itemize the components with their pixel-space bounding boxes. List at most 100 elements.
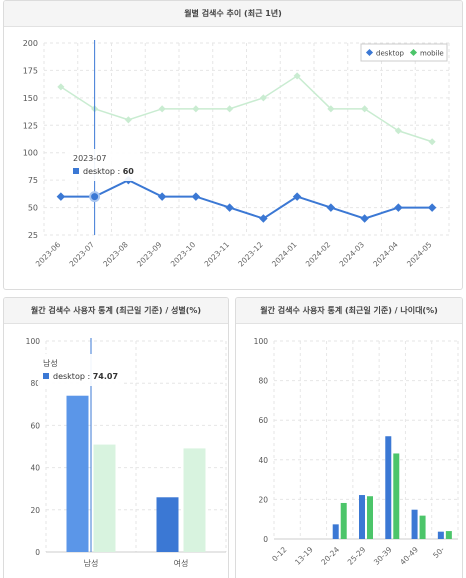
bar-mobile [445, 531, 452, 539]
x-tick-label: 0-12 [270, 545, 289, 564]
data-point-mobile [428, 138, 436, 146]
data-point-desktop [157, 192, 167, 201]
data-point-desktop [360, 214, 369, 223]
legend-label-desktop: desktop [376, 50, 404, 58]
bar-desktop [437, 531, 444, 539]
y-tick-label: 40 [258, 456, 268, 465]
data-point-desktop [191, 192, 201, 201]
age-stats-title: 월간 검색수 사용자 통계 (최근일 기준) / 나이대(%) [236, 298, 462, 324]
legend-marker-desktop [365, 48, 374, 57]
data-point-mobile [158, 105, 166, 113]
x-tick-label: 2024-02 [304, 240, 333, 269]
monthly-trend-panel: 월별 검색수 추이 (최근 1년) 25 50 75 100 125 150 175 200 2… [3, 0, 463, 290]
bar-mobile [340, 502, 347, 539]
series-line-mobile [60, 74, 433, 143]
gender-stats-panel: 월간 검색수 사용자 통계 (최근일 기준) / 성별(%) 0 20 40 60 80… [3, 297, 229, 578]
tooltip-series: desktop [83, 167, 115, 176]
data-point-desktop [427, 203, 437, 212]
y-tick-label: 100 [26, 337, 41, 346]
bar-desktop [411, 509, 418, 539]
x-tick-label: 2023-08 [101, 240, 130, 269]
y-tick-label: 25 [28, 231, 38, 240]
tooltip-value: 60 [122, 167, 134, 176]
bar-desktop [332, 524, 339, 539]
y-tick-label: 0 [35, 548, 40, 557]
bar-desktop [385, 436, 392, 539]
data-point-mobile [327, 105, 335, 113]
data-point-mobile [192, 105, 200, 113]
data-point-desktop [259, 214, 268, 223]
x-tick-label: 2023-07 [68, 240, 97, 269]
data-point-desktop [56, 192, 66, 201]
y-tick-label: 150 [23, 94, 38, 103]
y-tick-label: 80 [258, 377, 268, 386]
gender-tooltip: 남성 desktop : 74.07 [38, 354, 124, 386]
data-point-desktop [292, 192, 302, 201]
tooltip-series: desktop [53, 372, 85, 381]
legend-marker-mobile [409, 48, 418, 57]
data-point-mobile [361, 105, 369, 113]
legend-box [360, 43, 448, 62]
age-stats-panel: 월간 검색수 사용자 통계 (최근일 기준) / 나이대(%) 0 20 40 60 8… [235, 297, 463, 578]
bar-desktop [156, 497, 179, 552]
x-tick-label: 25-29 [346, 545, 368, 567]
x-tick-label: 20-24 [319, 545, 341, 567]
data-point-desktop [326, 203, 336, 212]
tooltip-value: 74.07 [92, 372, 119, 381]
x-tick-label: 30-39 [372, 545, 394, 567]
tooltip-row: desktop : 74.07 [43, 370, 118, 383]
y-tick-label: 20 [30, 506, 40, 515]
y-tick-label: 125 [23, 121, 38, 130]
x-tick-label: 2024-01 [270, 240, 299, 269]
x-tick-label: 50- [431, 545, 446, 560]
bar-mobile [93, 444, 116, 552]
line-tooltip: 2023-07 desktop : 60 [68, 149, 139, 181]
series-line-desktop [60, 179, 433, 220]
data-point-desktop [225, 203, 234, 212]
legend-label-mobile: mobile [420, 50, 444, 58]
tooltip-row: desktop : 60 [73, 165, 134, 178]
x-tick-label: 2023-06 [34, 240, 63, 269]
x-tick-label: 2023-10 [169, 240, 198, 269]
y-tick-label: 60 [258, 416, 268, 425]
y-tick-label: 100 [23, 149, 38, 158]
gender-bar-chart[interactable]: 0 20 40 60 80 100 남성 여성 [4, 324, 229, 578]
x-tick-label: 여성 [174, 558, 189, 568]
data-point-desktop [394, 203, 403, 212]
gender-stats-title: 월간 검색수 사용자 통계 (최근일 기준) / 성별(%) [4, 298, 228, 324]
x-tick-label: 2024-04 [371, 240, 400, 269]
hovered-point [89, 191, 101, 203]
bar-desktop [66, 395, 89, 552]
bar-mobile [183, 448, 206, 552]
y-tick-label: 20 [258, 495, 268, 504]
tooltip-title: 2023-07 [73, 154, 107, 163]
data-point-mobile [293, 72, 301, 80]
bar-desktop [359, 495, 365, 539]
y-tick-label: 0 [263, 535, 268, 544]
y-tick-label: 100 [254, 337, 269, 346]
data-point-mobile [57, 83, 65, 91]
y-tick-label: 175 [23, 66, 38, 75]
y-tick-label: 200 [23, 39, 38, 48]
x-tick-label: 남성 [84, 559, 99, 568]
y-tick-label: 80 [30, 379, 40, 388]
y-tick-label: 40 [30, 464, 40, 473]
y-tick-label: 60 [30, 421, 40, 430]
x-tick-label: 2024-05 [405, 240, 434, 269]
bar-mobile [367, 496, 373, 539]
x-tick-label: 40-49 [398, 545, 420, 567]
age-bar-chart[interactable]: 0 20 40 60 80 100 0-12 13-19 20-24 25-29 30-39 40-4… [236, 324, 463, 578]
x-tick-label: 2024-03 [338, 240, 367, 269]
x-tick-label: 2023-12 [236, 240, 265, 269]
data-point-mobile [124, 116, 132, 124]
x-tick-label: 2023-11 [203, 240, 232, 269]
data-point-mobile [394, 127, 402, 135]
x-tick-label: 2023-09 [135, 240, 164, 269]
y-tick-label: 50 [28, 204, 38, 213]
tooltip-swatch [73, 168, 79, 174]
x-tick-label: 13-19 [293, 545, 315, 567]
data-point-mobile [226, 105, 234, 113]
y-tick-label: 75 [28, 176, 38, 185]
monthly-trend-title: 월별 검색수 추이 (최근 1년) [4, 1, 462, 27]
